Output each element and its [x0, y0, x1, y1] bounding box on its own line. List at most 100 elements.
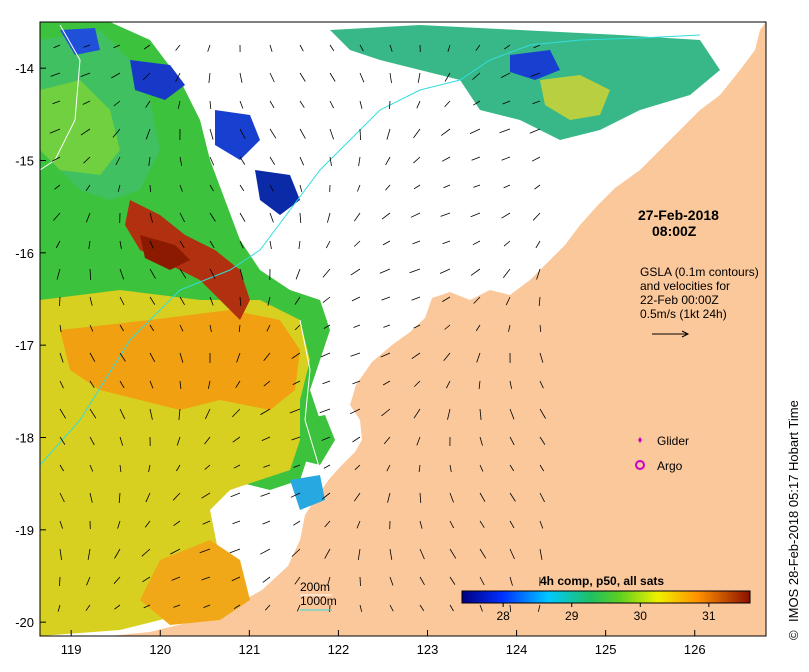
velocity-arrow — [446, 380, 451, 389]
velocity-arrow — [59, 548, 62, 560]
velocity-arrow — [175, 44, 181, 51]
velocity-arrow — [203, 604, 211, 608]
velocity-arrow — [118, 492, 121, 504]
velocity-arrow — [381, 212, 391, 220]
velocity-arrow — [209, 100, 212, 110]
velocity-arrow — [89, 352, 96, 362]
velocity-arrow — [89, 324, 94, 332]
velocity-arrow — [329, 72, 336, 82]
velocity-arrow — [59, 464, 64, 472]
velocity-arrow — [230, 492, 241, 498]
glider-label: Glider — [657, 434, 689, 448]
velocity-arrow — [119, 240, 122, 249]
velocity-arrow — [111, 72, 121, 79]
credit: © IMOS 28-Feb-2018 05:17 Hobart Time — [786, 400, 801, 640]
velocity-arrow — [299, 184, 303, 192]
velocity-arrow — [389, 548, 393, 560]
velocity-arrow — [289, 408, 301, 414]
velocity-arrow — [170, 548, 181, 555]
velocity-arrow — [112, 128, 121, 138]
velocity-arrow — [387, 492, 391, 503]
velocity-arrow — [410, 212, 421, 218]
velocity-arrow — [412, 240, 421, 245]
velocity-arrow — [149, 240, 154, 249]
gsla-line-2: and velocities for — [640, 279, 730, 293]
velocity-arrow — [479, 604, 483, 612]
velocity-arrow — [383, 324, 391, 328]
velocity-arrow — [209, 240, 215, 249]
velocity-arrow — [381, 408, 391, 417]
velocity-arrow — [357, 548, 361, 560]
lon-tick-label: 124 — [506, 642, 528, 657]
velocity-arrow — [294, 324, 301, 331]
velocity-arrow — [443, 352, 451, 362]
velocity-arrow — [479, 492, 486, 502]
velocity-arrow — [207, 44, 211, 52]
velocity-arrow — [113, 44, 121, 49]
velocity-arrow — [539, 352, 544, 363]
velocity-arrow — [386, 128, 391, 140]
velocity-arrow — [509, 548, 515, 560]
velocity-arrow — [119, 464, 122, 472]
velocity-arrow — [321, 436, 331, 441]
colorbar: 4h comp, p50, all sats 28 29 30 31 — [461, 574, 751, 623]
velocity-arrow — [509, 576, 513, 586]
velocity-arrow — [531, 156, 541, 162]
velocity-arrow — [382, 380, 391, 386]
velocity-arrow — [148, 156, 151, 166]
velocity-arrow — [114, 548, 121, 559]
velocity-arrow — [293, 464, 301, 468]
velocity-arrow — [353, 240, 361, 247]
velocity-arrow — [292, 380, 301, 385]
velocity-arrow — [352, 436, 361, 443]
velocity-arrow — [239, 240, 244, 249]
velocity-arrow — [539, 492, 545, 503]
velocity-arrow — [359, 72, 365, 83]
date-label: 27-Feb-2018 — [638, 207, 719, 223]
velocity-arrow — [449, 520, 455, 529]
velocity-arrow — [447, 408, 451, 420]
velocity-arrow — [117, 520, 121, 529]
velocity-arrow — [353, 492, 361, 502]
velocity-arrow — [535, 240, 541, 249]
velocity-arrow — [53, 212, 61, 221]
velocity-arrow — [478, 380, 481, 390]
velocity-arrow — [470, 212, 481, 218]
velocity-arrow — [239, 296, 242, 307]
velocity-arrow — [413, 128, 421, 139]
isobath-1000m — [40, 24, 81, 171]
velocity-arrow — [539, 380, 544, 389]
velocity-arrow — [119, 408, 126, 420]
velocity-arrow — [386, 464, 391, 472]
lon-tick-label: 125 — [595, 642, 617, 657]
velocity-arrow — [149, 184, 151, 193]
velocity-arrow — [449, 604, 454, 612]
colorbar-tick-label: 28 — [496, 609, 510, 623]
velocity-arrow — [238, 324, 241, 333]
velocity-arrow — [299, 72, 306, 82]
velocity-arrow — [352, 380, 361, 385]
map-border — [39, 21, 767, 637]
velocity-arrow — [505, 296, 511, 306]
velocity-arrow — [52, 100, 61, 105]
land-mass — [110, 22, 766, 636]
velocity-arrow — [353, 324, 361, 328]
velocity-arrow — [329, 156, 332, 166]
argo-legend: Argo — [635, 459, 683, 473]
velocity-arrow — [231, 576, 241, 582]
sst-blue-north-island — [60, 28, 100, 55]
velocity-arrows — [49, 44, 546, 613]
velocity-arrow — [199, 548, 211, 554]
velocity-arrow — [471, 156, 481, 161]
velocity-arrow — [85, 184, 91, 192]
velocity-arrow — [499, 128, 511, 134]
velocity-arrow — [291, 436, 301, 441]
velocity-arrow — [447, 44, 451, 52]
lat-tick-label: -20 — [15, 615, 34, 630]
lat-tick-label: -18 — [15, 430, 34, 445]
velocity-arrow — [179, 184, 183, 192]
velocity-arrow — [202, 520, 211, 525]
velocity-arrow — [327, 576, 331, 586]
time-label: 08:00Z — [652, 223, 697, 239]
